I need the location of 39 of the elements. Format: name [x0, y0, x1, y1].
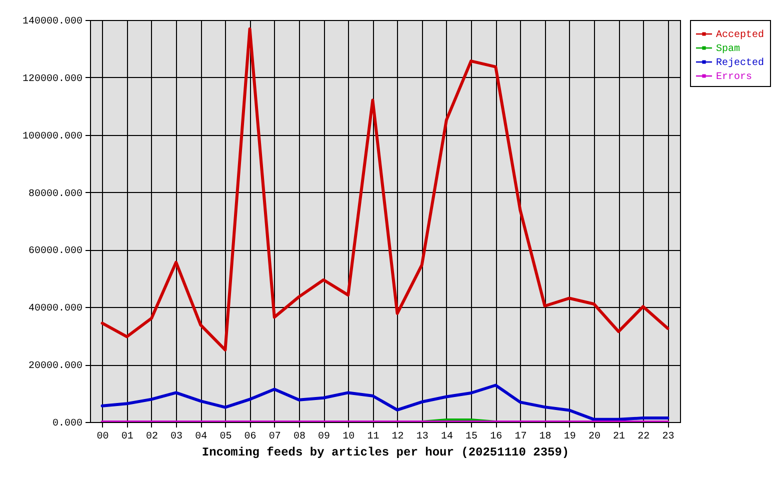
x-tick-label: 18 [539, 432, 552, 442]
y-tick-label: 140000.000 [22, 16, 82, 28]
y-tick-label: 0.000 [52, 418, 82, 430]
x-tick-label: 02 [146, 432, 158, 442]
x-tick-label: 22 [638, 432, 650, 442]
x-tick-label: 23 [662, 432, 674, 442]
x-tick-label: 13 [416, 432, 428, 442]
x-tick-label: 11 [367, 432, 380, 442]
y-tick-label: 40000.000 [28, 304, 82, 315]
x-axis-title: Incoming feeds by articles per hour (20251110 2359) [202, 446, 570, 460]
x-tick-label: 04 [195, 432, 208, 442]
y-tick-label: 100000.000 [22, 131, 82, 142]
x-tick-label: 05 [220, 432, 232, 442]
line-series [100, 384, 670, 421]
y-tick-label: 20000.000 [28, 361, 82, 372]
x-tick-label: 03 [170, 432, 183, 442]
x-tick-label: 00 [96, 432, 109, 442]
y-tick-label: 80000.000 [28, 188, 82, 200]
line-series [100, 27, 670, 352]
x-tick-label: 08 [293, 432, 306, 442]
x-tick-label: 09 [318, 432, 330, 442]
x-tick-label: 06 [244, 432, 256, 442]
x-tick-label: 17 [514, 432, 527, 442]
x-tick-label: 12 [392, 432, 404, 442]
x-tick-label: 01 [121, 432, 134, 442]
legend-label: Spam [716, 44, 740, 55]
y-tick-label: 120000.000 [22, 74, 82, 85]
x-tick-label: 21 [613, 432, 626, 442]
legend-label: Errors [716, 72, 752, 83]
x-tick-label: 16 [490, 432, 502, 442]
x-tick-label: 14 [440, 432, 453, 442]
x-tick-label: 20 [588, 432, 600, 442]
x-tick-label: 07 [268, 432, 281, 442]
legend-label: Rejected [716, 57, 764, 69]
legend-label: Accepted [716, 29, 764, 41]
y-tick-label: 60000.000 [28, 246, 82, 258]
x-tick-label: 15 [466, 432, 478, 442]
x-tick-label: 19 [564, 432, 576, 442]
x-tick-label: 10 [342, 432, 355, 442]
